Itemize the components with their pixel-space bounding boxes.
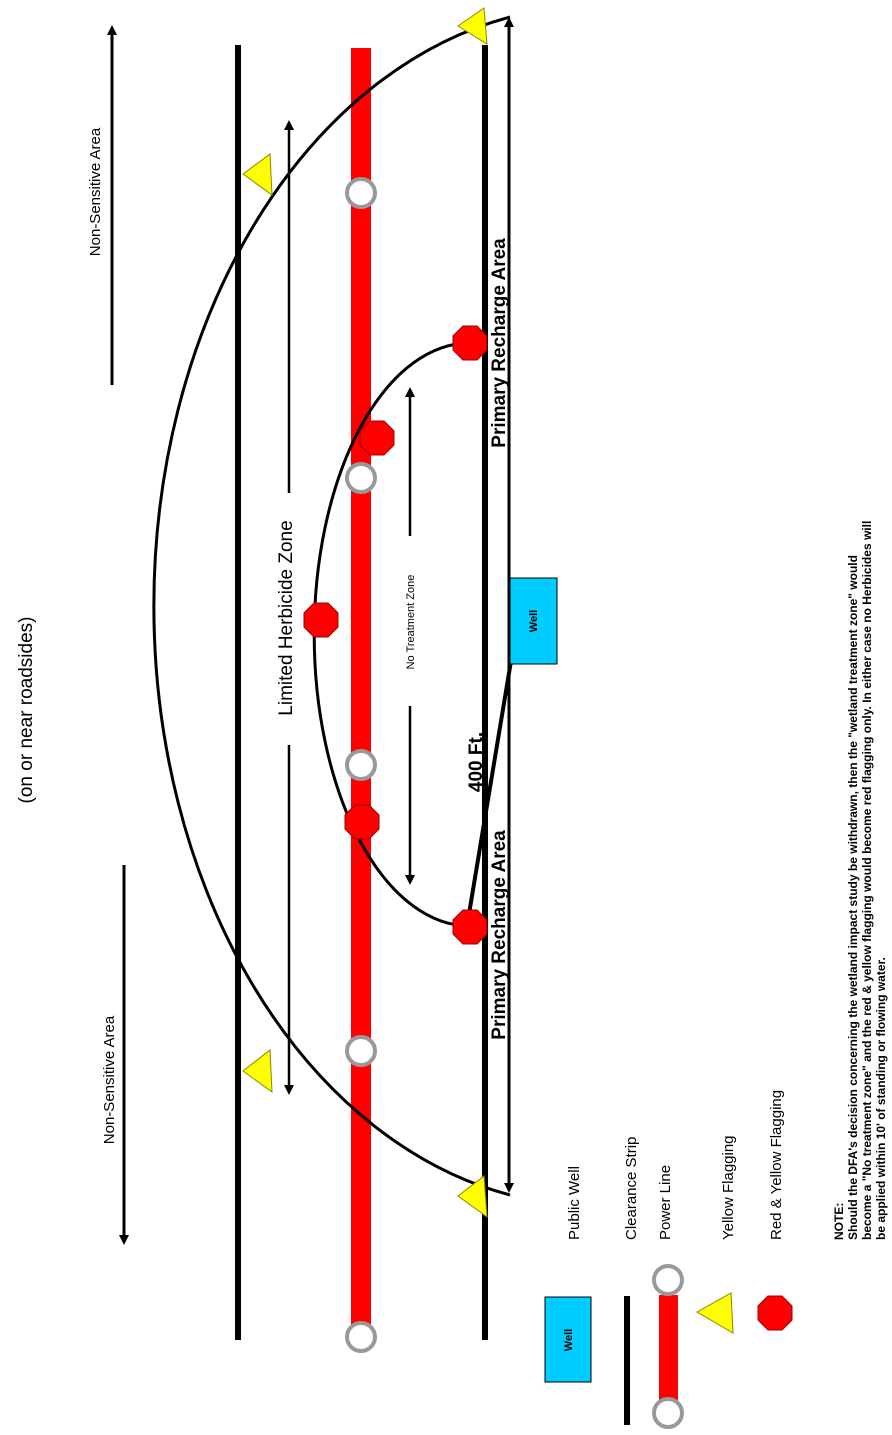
power-pole <box>345 749 377 781</box>
distance-label: 400 Ft. <box>466 732 487 792</box>
red-yellow-flag-marker <box>344 804 380 840</box>
outer-arc <box>152 15 511 1197</box>
note-line-2: become a "No treatment zone" and the red… <box>860 521 874 1240</box>
limited-herbicide-zone-label: Limited Herbicide Zone <box>276 520 297 715</box>
red-yellow-flag-marker <box>359 420 395 456</box>
legend-power-line-swatch <box>659 1295 678 1411</box>
primary-recharge-area-label-top: Primary Recharge Area <box>489 238 510 448</box>
non-sensitive-area-label-bottom: Non-Sensitive Area <box>101 1015 118 1144</box>
power-line <box>351 48 371 1338</box>
note-line-1: Should the DFA's decision concerning the… <box>846 555 860 1240</box>
non-sensitive-area-label-top: Non-Sensitive Area <box>87 127 104 256</box>
public-well-box <box>509 577 558 665</box>
primary-recharge-area-label-bottom: Primary Recharge Area <box>489 830 510 1040</box>
legend-power-pole-swatch <box>652 1264 684 1296</box>
yellow-flag-marker <box>242 1049 273 1094</box>
note-line-3: be applied within 10' of standing or flo… <box>874 957 888 1240</box>
legend-yellow-flagging-label: Yellow Flagging <box>720 1135 737 1240</box>
red-yellow-flag-marker <box>303 602 339 638</box>
power-pole <box>345 177 377 209</box>
legend-red-yellow-flag-swatch <box>757 1295 793 1331</box>
note-heading: NOTE: <box>832 1203 846 1240</box>
yellow-flag-marker <box>242 153 273 197</box>
legend-yellow-flag-swatch <box>695 1292 734 1334</box>
legend-red-yellow-flagging-label: Red & Yellow Flagging <box>768 1090 785 1240</box>
legend-power-line-label: Power Line <box>657 1165 674 1240</box>
red-yellow-flag-marker <box>452 909 488 945</box>
power-pole <box>345 1035 377 1067</box>
legend-well-swatch <box>544 1296 592 1383</box>
legend-well-swatch-label: Well <box>563 1329 575 1351</box>
legend-power-pole-swatch <box>652 1397 684 1429</box>
yellow-flag-marker <box>457 7 488 45</box>
red-yellow-flag-marker <box>452 325 488 361</box>
power-pole <box>345 462 377 494</box>
legend-clearance-strip-label: Clearance Strip <box>623 1137 640 1240</box>
power-pole <box>345 1321 377 1353</box>
public-well-label: Well <box>528 610 540 632</box>
no-treatment-zone-label: No Treatment Zone <box>405 575 417 670</box>
legend-public-well-label: Public Well <box>566 1166 583 1240</box>
subtitle: (on or near roadsides) <box>16 617 37 804</box>
yellow-flag-marker <box>457 1175 488 1219</box>
